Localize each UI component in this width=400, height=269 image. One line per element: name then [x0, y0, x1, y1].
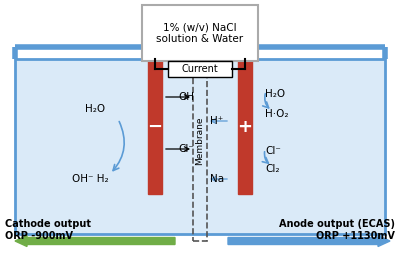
Text: Cl⁻: Cl⁻ [265, 146, 281, 156]
Text: H₂O: H₂O [85, 104, 105, 114]
Text: H⁺: H⁺ [210, 116, 223, 126]
Bar [15, 59, 385, 234]
FancyBboxPatch shape [142, 5, 258, 61]
Text: −: − [148, 118, 162, 136]
Text: Current: Current [182, 64, 218, 74]
Bar [193, 41, 207, 241]
FancyArrow shape [228, 235, 390, 246]
Text: OH⁻ H₂: OH⁻ H₂ [72, 174, 108, 184]
Text: H·O₂: H·O₂ [265, 109, 288, 119]
Text: +: + [238, 118, 252, 136]
Text: Cl₂: Cl₂ [265, 164, 280, 174]
Text: Cathode output
ORP -900mV: Cathode output ORP -900mV [5, 219, 91, 240]
Bar [238, 59, 252, 194]
Text: Na: Na [210, 174, 224, 184]
Text: Anode output (ECAS)
ORP +1130mV: Anode output (ECAS) ORP +1130mV [279, 219, 395, 240]
Text: H₂O: H₂O [265, 89, 285, 99]
Text: Membrane: Membrane [196, 117, 204, 165]
Text: OH: OH [178, 92, 194, 102]
Text: Cl⁻: Cl⁻ [178, 144, 194, 154]
Bar [148, 59, 162, 194]
FancyArrow shape [15, 235, 175, 246]
FancyBboxPatch shape [168, 61, 232, 77]
Text: 1% (w/v) NaCl
solution & Water: 1% (w/v) NaCl solution & Water [156, 22, 244, 44]
